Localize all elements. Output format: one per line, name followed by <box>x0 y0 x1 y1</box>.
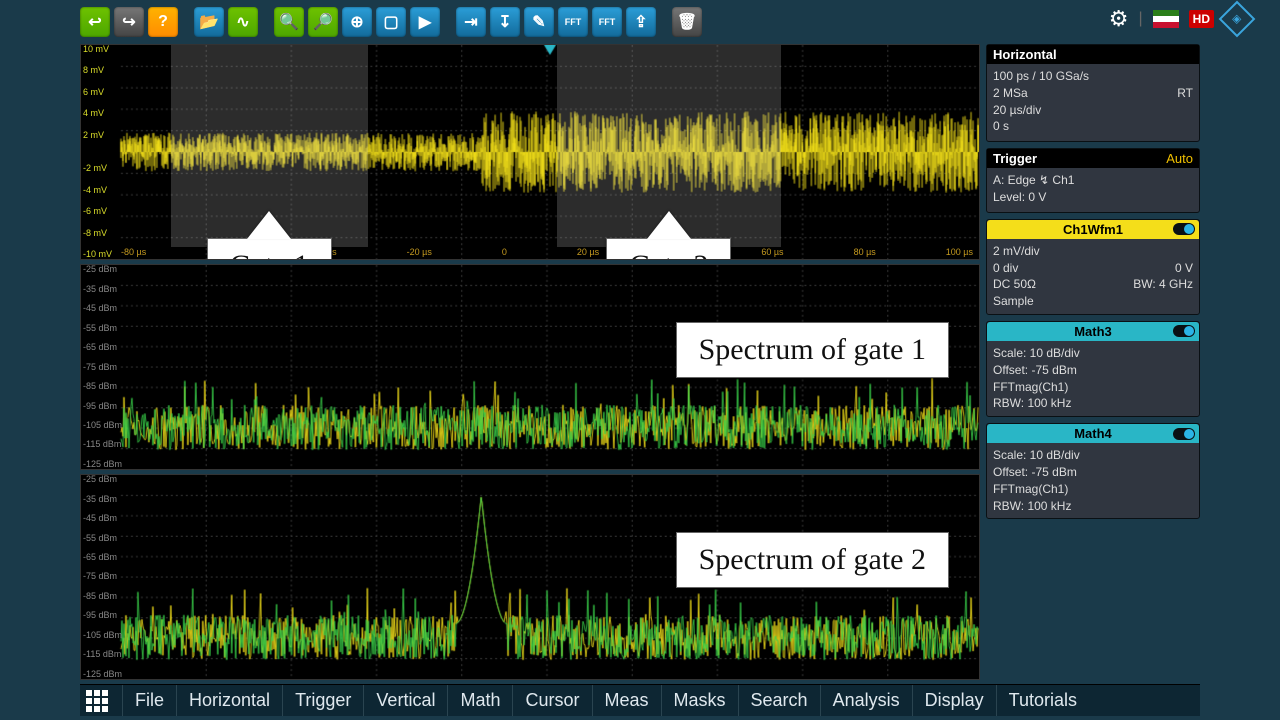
horizontal-panel[interactable]: Horizontal 100 ps / 10 GSa/s 2 MSa RT 20… <box>986 44 1200 142</box>
help-icon[interactable]: ? <box>148 7 178 37</box>
ch1-l2a: 0 div <box>993 260 1018 277</box>
main-toolbar: ↩↪?📂∿🔍🔎⊕▢▶⇥↧✎FFTFFT⇪🗑 <box>80 6 1200 38</box>
math3-toggle[interactable] <box>1173 325 1195 337</box>
spectrum2-plot[interactable]: -25 dBm-35 dBm-45 dBm-55 dBm-65 dBm-75 d… <box>80 474 980 680</box>
ch1-title: Ch1Wfm1 <box>1063 222 1123 237</box>
marker-icon[interactable]: ▶ <box>410 7 440 37</box>
hz-line4: 0 s <box>993 118 1193 135</box>
ch1-l2b: 0 V <box>1175 260 1193 277</box>
tool-b-icon[interactable]: ↧ <box>490 7 520 37</box>
hz-line1: 100 ps / 10 GSa/s <box>993 68 1193 85</box>
menu-horizontal[interactable]: Horizontal <box>176 685 282 716</box>
math3-title: Math3 <box>1074 324 1112 339</box>
menu-masks[interactable]: Masks <box>661 685 738 716</box>
menu-file[interactable]: File <box>122 685 176 716</box>
cursor-icon[interactable]: ⊕ <box>342 7 372 37</box>
m4-l3: FFTmag(Ch1) <box>993 481 1193 498</box>
trig-lvl: Level: 0 V <box>993 189 1193 206</box>
hd-badge[interactable]: HD <box>1189 10 1214 28</box>
m3-l1: Scale: 10 dB/div <box>993 345 1193 362</box>
menu-search[interactable]: Search <box>738 685 820 716</box>
m3-l4: RBW: 100 kHz <box>993 395 1193 412</box>
open-icon[interactable]: 📂 <box>194 7 224 37</box>
ch1-l3b: BW: 4 GHz <box>1133 276 1193 293</box>
forward-icon[interactable]: ↪ <box>114 7 144 37</box>
time-domain-plot[interactable]: 10 mV8 mV6 mV4 mV2 mV-2 mV-4 mV-6 mV-8 m… <box>80 44 980 260</box>
fft2-icon[interactable]: FFT <box>592 7 622 37</box>
hz-line2: 2 MSa <box>993 85 1028 102</box>
menu-analysis[interactable]: Analysis <box>820 685 912 716</box>
spectrum1-plot[interactable]: -25 dBm-35 dBm-45 dBm-55 dBm-65 dBm-75 d… <box>80 264 980 470</box>
math3-panel[interactable]: Math3 Scale: 10 dB/div Offset: -75 dBm F… <box>986 321 1200 417</box>
ch1-l1: 2 mV/div <box>993 243 1193 260</box>
math4-title: Math4 <box>1074 426 1112 441</box>
trigger-mode: Auto <box>1166 151 1193 166</box>
menu-display[interactable]: Display <box>912 685 996 716</box>
m3-l3: FFTmag(Ch1) <box>993 379 1193 396</box>
ch1-panel[interactable]: Ch1Wfm1 2 mV/div 0 div 0 V DC 50Ω BW: 4 GH… <box>986 219 1200 315</box>
brand-logo: ◈ <box>1219 1 1256 38</box>
fft1-icon[interactable]: FFT <box>558 7 588 37</box>
trash-icon[interactable]: 🗑 <box>672 7 702 37</box>
flag-icon[interactable] <box>1153 10 1179 28</box>
menu-cursor[interactable]: Cursor <box>512 685 591 716</box>
ch1-l4: Sample <box>993 293 1193 310</box>
horizontal-title: Horizontal <box>993 47 1057 62</box>
m4-l1: Scale: 10 dB/div <box>993 447 1193 464</box>
menu-vertical[interactable]: Vertical <box>363 685 447 716</box>
settings-icon[interactable]: ⚙ <box>1109 6 1129 32</box>
trigger-title: Trigger <box>993 151 1037 166</box>
trig-src: A: Edge ↯ Ch1 <box>993 172 1193 189</box>
find-icon[interactable]: 🔎 <box>308 7 338 37</box>
hz-rt: RT <box>1177 85 1193 102</box>
zoom-icon[interactable]: 🔍 <box>274 7 304 37</box>
bottom-menubar: FileHorizontalTriggerVerticalMathCursorM… <box>80 684 1200 716</box>
side-panel: Horizontal 100 ps / 10 GSa/s 2 MSa RT 20… <box>980 44 1200 680</box>
menu-math[interactable]: Math <box>447 685 512 716</box>
tool-a-icon[interactable]: ⇥ <box>456 7 486 37</box>
toolbar-right: ⚙ | HD ◈ <box>1109 6 1250 32</box>
hz-line3: 20 µs/div <box>993 102 1193 119</box>
m4-l4: RBW: 100 kHz <box>993 498 1193 515</box>
select-icon[interactable]: ▢ <box>376 7 406 37</box>
wave-icon[interactable]: ∿ <box>228 7 258 37</box>
menu-tutorials[interactable]: Tutorials <box>996 685 1089 716</box>
back-icon[interactable]: ↩ <box>80 7 110 37</box>
trigger-panel[interactable]: Trigger Auto A: Edge ↯ Ch1 Level: 0 V <box>986 148 1200 213</box>
menu-meas[interactable]: Meas <box>592 685 661 716</box>
math4-toggle[interactable] <box>1173 428 1195 440</box>
export-icon[interactable]: ⇪ <box>626 7 656 37</box>
m3-l2: Offset: -75 dBm <box>993 362 1193 379</box>
math4-panel[interactable]: Math4 Scale: 10 dB/div Offset: -75 dBm F… <box>986 423 1200 519</box>
m4-l2: Offset: -75 dBm <box>993 464 1193 481</box>
ch1-toggle[interactable] <box>1173 223 1195 235</box>
tool-c-icon[interactable]: ✎ <box>524 7 554 37</box>
menu-trigger[interactable]: Trigger <box>282 685 363 716</box>
apps-icon[interactable] <box>80 685 114 717</box>
ch1-l3a: DC 50Ω <box>993 276 1036 293</box>
